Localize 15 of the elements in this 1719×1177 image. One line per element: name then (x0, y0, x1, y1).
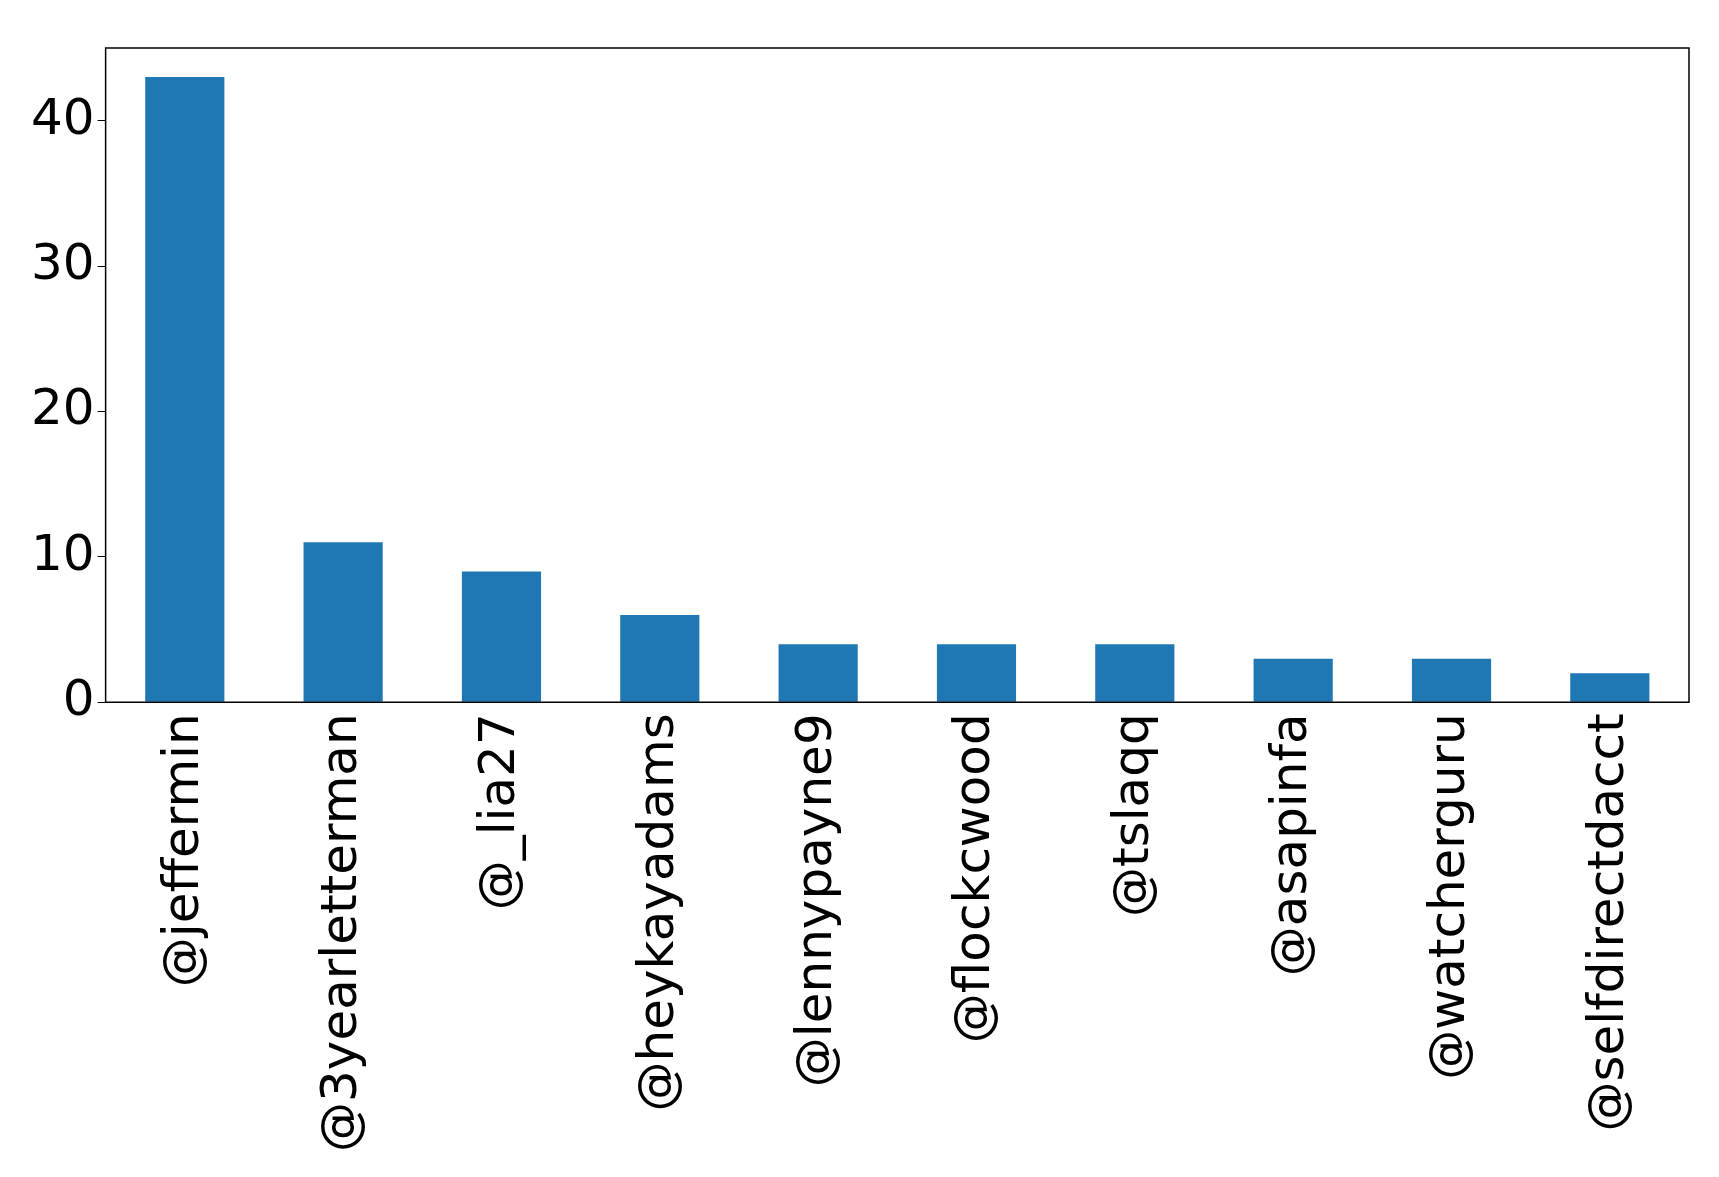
x-tick-label: @jeffermin (151, 713, 210, 988)
y-tick-label: 0 (62, 669, 95, 728)
x-tick-label: @watcherguru (1418, 713, 1477, 1080)
x-tick-label: @asapinfa (1260, 713, 1319, 977)
x-tick-label: @flockcwood (943, 713, 1002, 1044)
x-tick-label: @lennypayne9 (785, 713, 844, 1088)
x-tick-label: @heykayadams (626, 713, 685, 1112)
x-tick-label: @selfdirectdacct (1576, 713, 1635, 1132)
y-tick-label: 30 (31, 233, 95, 292)
x-tick-label: @tslaqq (1101, 713, 1160, 917)
y-tick-label: 10 (31, 523, 95, 582)
x-tick-label: @_lia27 (468, 713, 527, 911)
y-tick-label: 20 (31, 378, 95, 437)
x-tick-label: @3yearletterman (310, 713, 369, 1153)
y-tick-label: 40 (31, 87, 95, 146)
